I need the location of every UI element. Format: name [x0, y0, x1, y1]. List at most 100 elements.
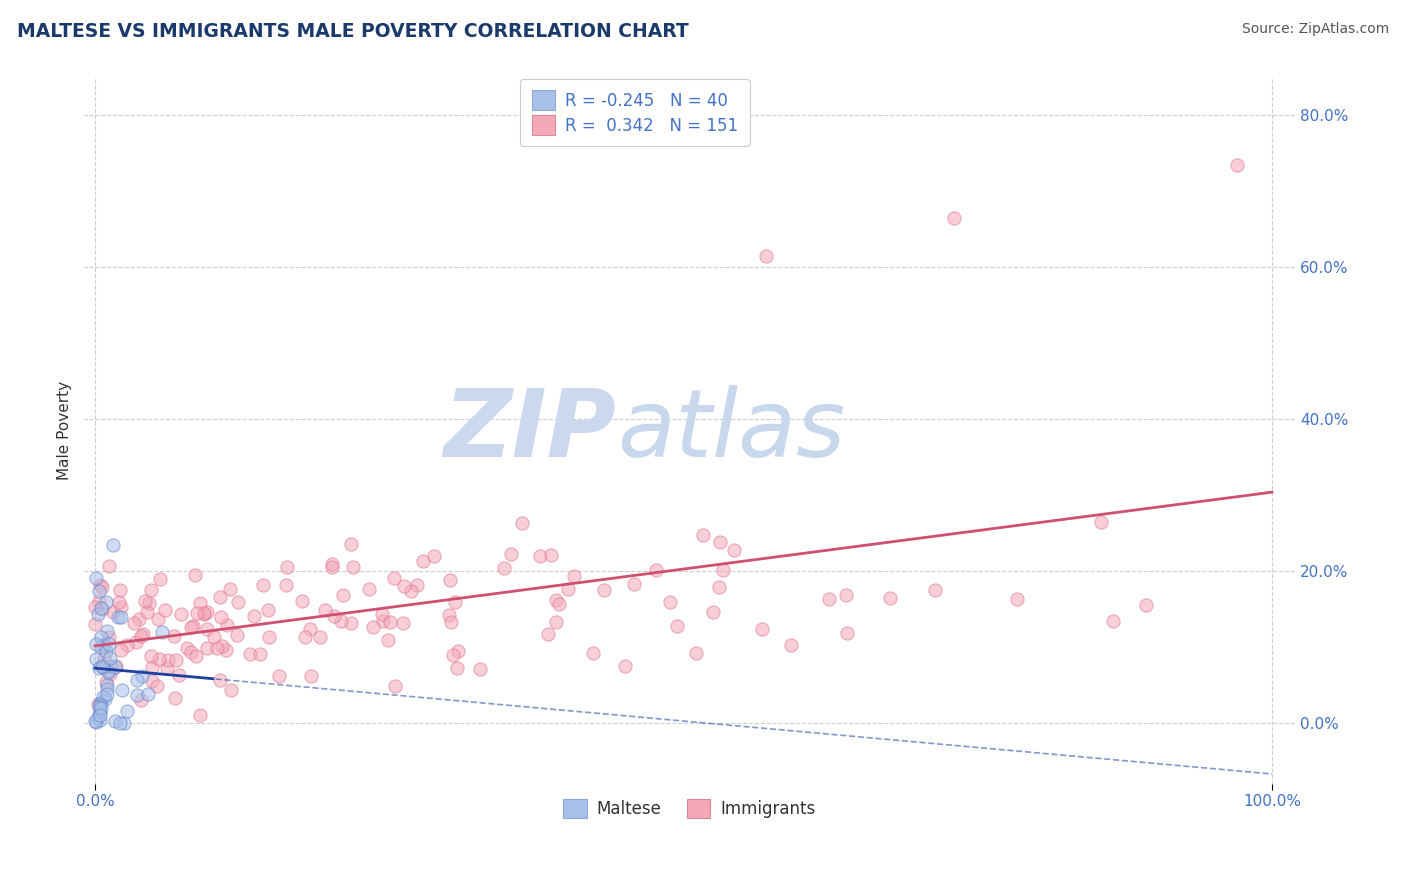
- Point: [221, 682, 243, 697]
- Point: [205, 641, 228, 656]
- Point: [537, 627, 560, 641]
- Point: [89, 583, 111, 598]
- Point: [104, 659, 127, 673]
- Point: [96, 595, 118, 609]
- Point: [197, 640, 219, 655]
- Point: [134, 594, 156, 608]
- Point: [180, 620, 202, 634]
- Point: [659, 595, 682, 609]
- Point: [377, 633, 399, 648]
- Point: [98, 667, 121, 681]
- Point: [592, 583, 614, 598]
- Point: [702, 605, 724, 619]
- Point: [308, 630, 330, 644]
- Point: [181, 619, 204, 633]
- Point: [94, 643, 117, 657]
- Point: [924, 583, 946, 598]
- Point: [437, 608, 460, 623]
- Point: [613, 658, 636, 673]
- Point: [165, 690, 187, 705]
- Point: [86, 607, 108, 621]
- Point: [93, 650, 115, 665]
- Point: [751, 622, 773, 636]
- Point: [219, 582, 242, 596]
- Point: [208, 673, 231, 688]
- Point: [685, 646, 707, 660]
- Point: [115, 704, 138, 718]
- Point: [323, 609, 346, 624]
- Text: MALTESE VS IMMIGRANTS MALE POVERTY CORRELATION CHART: MALTESE VS IMMIGRANTS MALE POVERTY CORRE…: [17, 22, 689, 41]
- Point: [439, 573, 461, 587]
- Point: [623, 577, 645, 591]
- Point: [193, 606, 215, 620]
- Point: [103, 660, 125, 674]
- Point: [141, 674, 163, 689]
- Point: [818, 591, 841, 606]
- Point: [299, 622, 322, 636]
- Point: [96, 687, 118, 701]
- Point: [93, 638, 115, 652]
- Point: [89, 713, 111, 727]
- Point: [406, 578, 429, 592]
- Point: [329, 614, 352, 628]
- Point: [127, 688, 149, 702]
- Point: [136, 686, 159, 700]
- Point: [170, 607, 193, 621]
- Point: [86, 715, 108, 730]
- Point: [110, 643, 132, 657]
- Point: [141, 583, 163, 598]
- Point: [339, 615, 361, 630]
- Point: [86, 698, 108, 712]
- Point: [193, 607, 215, 622]
- Point: [97, 630, 120, 644]
- Point: [98, 559, 121, 574]
- Text: Source: ZipAtlas.com: Source: ZipAtlas.com: [1241, 22, 1389, 37]
- Point: [1226, 158, 1249, 172]
- Point: [540, 548, 562, 562]
- Point: [115, 639, 138, 653]
- Point: [363, 620, 385, 634]
- Point: [378, 615, 401, 629]
- Point: [447, 643, 470, 657]
- Point: [107, 609, 129, 624]
- Point: [188, 708, 211, 723]
- Point: [153, 603, 176, 617]
- Point: [104, 714, 127, 729]
- Point: [709, 580, 731, 594]
- Point: [89, 707, 111, 722]
- Point: [89, 578, 111, 592]
- Point: [441, 648, 464, 662]
- Point: [129, 693, 152, 707]
- Point: [89, 705, 111, 719]
- Point: [84, 599, 107, 614]
- Point: [148, 612, 170, 626]
- Point: [276, 560, 298, 574]
- Point: [195, 622, 218, 636]
- Point: [544, 593, 567, 607]
- Point: [837, 625, 859, 640]
- Point: [186, 607, 208, 621]
- Point: [340, 537, 363, 551]
- Point: [91, 580, 114, 594]
- Point: [84, 637, 107, 651]
- Point: [547, 597, 569, 611]
- Point: [132, 627, 155, 641]
- Point: [131, 669, 153, 683]
- Point: [165, 652, 187, 666]
- Point: [111, 683, 134, 698]
- Point: [94, 691, 117, 706]
- Point: [217, 617, 239, 632]
- Point: [226, 595, 249, 609]
- Point: [91, 602, 114, 616]
- Point: [156, 661, 179, 675]
- Point: [145, 679, 167, 693]
- Point: [357, 582, 380, 597]
- Point: [1005, 591, 1028, 606]
- Point: [1102, 614, 1125, 628]
- Point: [510, 516, 533, 530]
- Point: [723, 543, 745, 558]
- Point: [665, 619, 688, 633]
- Point: [444, 595, 467, 609]
- Point: [101, 537, 124, 551]
- Point: [214, 642, 236, 657]
